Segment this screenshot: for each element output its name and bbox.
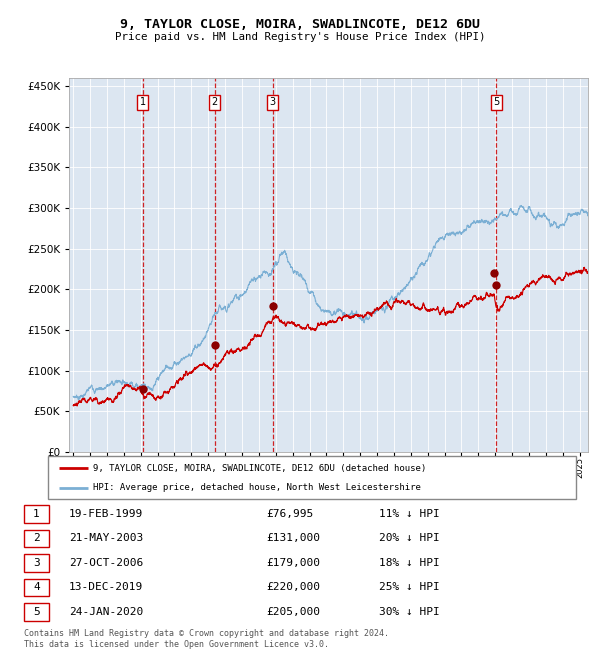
Text: £179,000: £179,000: [266, 558, 320, 568]
Text: 13-DEC-2019: 13-DEC-2019: [69, 582, 143, 592]
Text: £220,000: £220,000: [266, 582, 320, 592]
Text: 4: 4: [33, 582, 40, 592]
FancyBboxPatch shape: [23, 505, 49, 523]
FancyBboxPatch shape: [23, 578, 49, 596]
Text: 30% ↓ HPI: 30% ↓ HPI: [379, 607, 440, 617]
Text: 27-OCT-2006: 27-OCT-2006: [69, 558, 143, 568]
Text: £205,000: £205,000: [266, 607, 320, 617]
Text: 5: 5: [33, 607, 40, 617]
Text: Price paid vs. HM Land Registry's House Price Index (HPI): Price paid vs. HM Land Registry's House …: [115, 32, 485, 42]
Text: Contains HM Land Registry data © Crown copyright and database right 2024.: Contains HM Land Registry data © Crown c…: [24, 629, 389, 638]
FancyBboxPatch shape: [48, 456, 576, 499]
Text: This data is licensed under the Open Government Licence v3.0.: This data is licensed under the Open Gov…: [24, 640, 329, 649]
Text: 3: 3: [269, 98, 276, 107]
Text: £131,000: £131,000: [266, 534, 320, 543]
Text: £76,995: £76,995: [266, 509, 313, 519]
Text: 25% ↓ HPI: 25% ↓ HPI: [379, 582, 440, 592]
Text: 9, TAYLOR CLOSE, MOIRA, SWADLINCOTE, DE12 6DU (detached house): 9, TAYLOR CLOSE, MOIRA, SWADLINCOTE, DE1…: [93, 463, 426, 473]
Text: 1: 1: [140, 98, 146, 107]
Text: 5: 5: [493, 98, 499, 107]
Text: HPI: Average price, detached house, North West Leicestershire: HPI: Average price, detached house, Nort…: [93, 483, 421, 492]
FancyBboxPatch shape: [23, 554, 49, 572]
Text: 18% ↓ HPI: 18% ↓ HPI: [379, 558, 440, 568]
Text: 24-JAN-2020: 24-JAN-2020: [69, 607, 143, 617]
Text: 9, TAYLOR CLOSE, MOIRA, SWADLINCOTE, DE12 6DU: 9, TAYLOR CLOSE, MOIRA, SWADLINCOTE, DE1…: [120, 18, 480, 31]
Text: 19-FEB-1999: 19-FEB-1999: [69, 509, 143, 519]
Text: 21-MAY-2003: 21-MAY-2003: [69, 534, 143, 543]
Text: 11% ↓ HPI: 11% ↓ HPI: [379, 509, 440, 519]
Text: 3: 3: [33, 558, 40, 568]
FancyBboxPatch shape: [23, 530, 49, 547]
FancyBboxPatch shape: [23, 603, 49, 621]
Text: 2: 2: [212, 98, 218, 107]
Text: 1: 1: [33, 509, 40, 519]
Text: 20% ↓ HPI: 20% ↓ HPI: [379, 534, 440, 543]
Text: 2: 2: [33, 534, 40, 543]
